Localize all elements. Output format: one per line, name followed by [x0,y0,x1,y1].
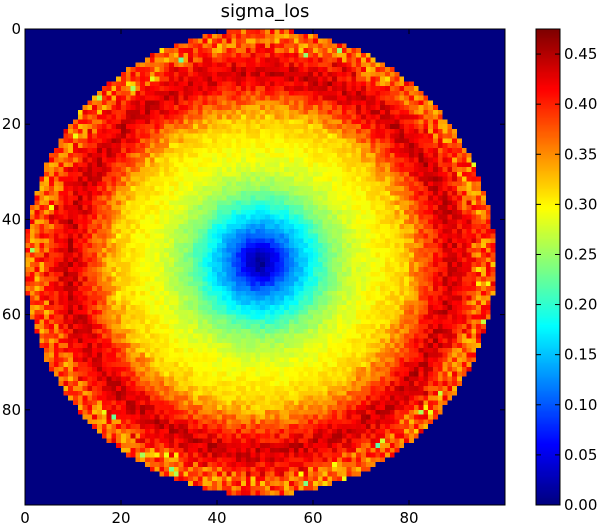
colorbar-ticks: 0.00 0.05 0.10 0.15 0.20 0.25 0.30 0.35 0.40 0.45 [536,45,597,514]
colorbar-tick-label: 0.40 [564,95,597,113]
y-tick-label: 60 [2,306,21,324]
chart-title: sigma_los [221,1,310,22]
colorbar: 0.00 0.05 0.10 0.15 0.20 0.25 0.30 0.35 0.40 0.45 [535,28,597,514]
heatmap-image [25,29,505,505]
colorbar-tick-label: 0.20 [564,296,597,314]
colorbar-tick-label: 0.45 [564,45,597,63]
colorbar-tick-label: 0.35 [564,145,597,163]
colorbar-frame [535,28,561,506]
y-tick-label: 0 [11,20,21,38]
x-tick-label: 80 [399,509,418,524]
y-tick-label: 20 [2,115,21,133]
x-tick-label: 20 [111,509,130,524]
colorbar-tick-label: 0.05 [564,446,597,464]
x-tick-label: 0 [20,509,30,524]
y-tick-label: 80 [2,401,21,419]
plot-frame [24,28,506,506]
y-tick-label: 40 [2,210,21,228]
colorbar-tick-label: 0.15 [564,346,597,364]
colorbar-tick-label: 0.30 [564,195,597,213]
heatmap [25,29,505,505]
colorbar-tick-label: 0.25 [564,245,597,263]
colorbar-tick-label: 0.10 [564,396,597,414]
colorbar-gradient [536,29,560,505]
x-tick-label: 40 [207,509,226,524]
x-axis: 0 20 40 60 80 [20,29,419,524]
y-axis: 0 20 40 60 80 [2,20,505,419]
colorbar-tick-label: 0.00 [564,496,597,514]
x-tick-label: 60 [303,509,322,524]
